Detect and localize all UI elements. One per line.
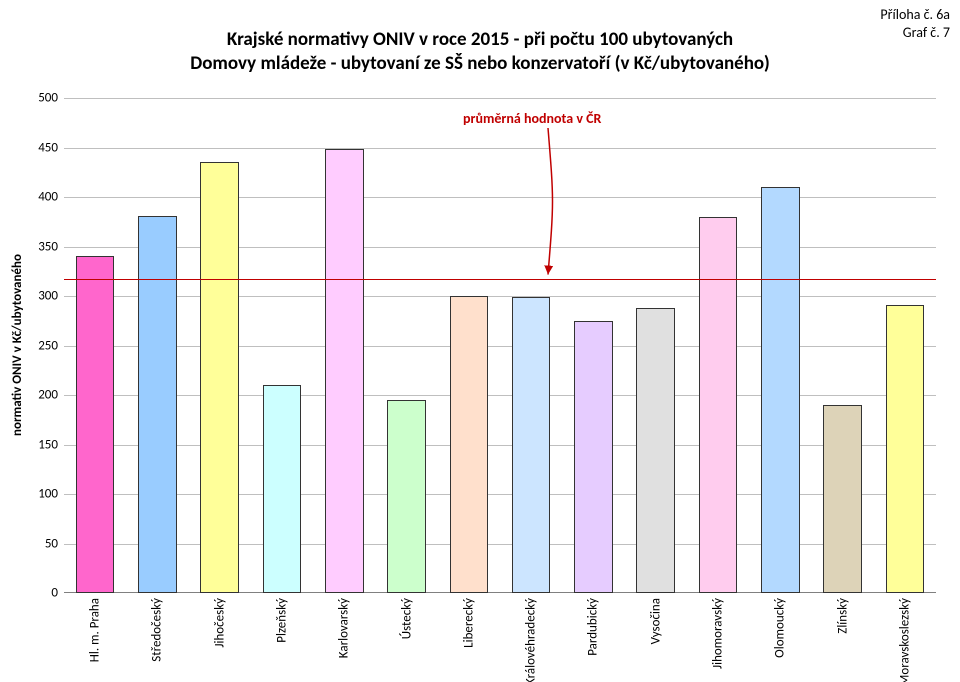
bar <box>138 216 177 593</box>
bar-slot <box>126 98 188 593</box>
bar <box>574 321 613 593</box>
mean-line <box>64 279 936 280</box>
bar-slot <box>189 98 251 593</box>
bar-slot <box>811 98 873 593</box>
x-axis-labels: Hl. m. Praha Středočeský Jihočeský Plzeňský… <box>64 594 936 682</box>
mean-callout-label: průměrná hodnota v ČR <box>463 110 601 127</box>
bar-slot <box>313 98 375 593</box>
bar-slot <box>438 98 500 593</box>
bar <box>761 187 800 593</box>
bar <box>512 297 551 593</box>
x-tick-label: Jihočeský <box>212 598 227 648</box>
bar-slot <box>64 98 126 593</box>
y-tick-label: 200 <box>38 388 58 403</box>
bar-slot <box>874 98 936 593</box>
bar <box>699 217 738 593</box>
bar-chart: 050100150200250300350400450500 <box>64 98 936 593</box>
bar-slot <box>562 98 624 593</box>
x-tick-label: Ústecký <box>399 598 414 639</box>
y-tick-label: 300 <box>38 289 58 304</box>
bar-slot <box>251 98 313 593</box>
x-tick-label: Plzeňský <box>275 598 290 643</box>
y-tick-label: 100 <box>38 487 58 502</box>
chart-title-line-1: Krajské normativy ONIV v roce 2015 - při… <box>0 28 960 52</box>
y-tick-label: 400 <box>38 190 58 205</box>
plot-area <box>64 98 936 593</box>
x-tick-label: Jihomoravský <box>711 598 726 669</box>
bar <box>76 256 115 593</box>
y-axis-label: normativ ONIV v Kč/ubytovaného <box>10 254 25 436</box>
header-line-1: Příloha č. 6a <box>880 6 950 24</box>
bar <box>325 149 364 594</box>
x-tick-label: Středočeský <box>150 598 165 662</box>
bar-slot <box>749 98 811 593</box>
bar <box>886 305 925 593</box>
bar <box>387 400 426 593</box>
y-tick-label: 0 <box>51 586 58 601</box>
bar <box>263 385 302 593</box>
x-tick-label: Pardubický <box>586 598 601 656</box>
y-tick-label: 500 <box>38 91 58 106</box>
y-tick-label: 350 <box>38 239 58 254</box>
callout-arrow <box>538 118 558 285</box>
chart-title: Krajské normativy ONIV v roce 2015 - při… <box>0 28 960 76</box>
bar-slot <box>687 98 749 593</box>
y-tick-label: 50 <box>45 536 58 551</box>
x-tick-label: Moravskoslezský <box>897 598 912 682</box>
bar <box>823 405 862 593</box>
y-tick-label: 150 <box>38 437 58 452</box>
x-tick-label: Zlínský <box>835 598 850 634</box>
x-tick-label: Liberecký <box>461 598 476 648</box>
x-tick-label: Královéhradecký <box>524 598 539 682</box>
bar <box>200 162 239 593</box>
x-tick-label: Vysočina <box>648 598 663 644</box>
bar-slot <box>375 98 437 593</box>
bar-slot <box>625 98 687 593</box>
x-tick-label: Karlovarský <box>337 598 352 658</box>
x-tick-label: Olomoucký <box>773 598 788 658</box>
x-tick-label: Hl. m. Praha <box>88 598 103 662</box>
y-tick-label: 250 <box>38 338 58 353</box>
chart-title-line-2: Domovy mládeže - ubytovaní ze SŠ nebo ko… <box>0 52 960 76</box>
bar <box>450 296 489 593</box>
y-tick-label: 450 <box>38 140 58 155</box>
bar <box>636 308 675 593</box>
